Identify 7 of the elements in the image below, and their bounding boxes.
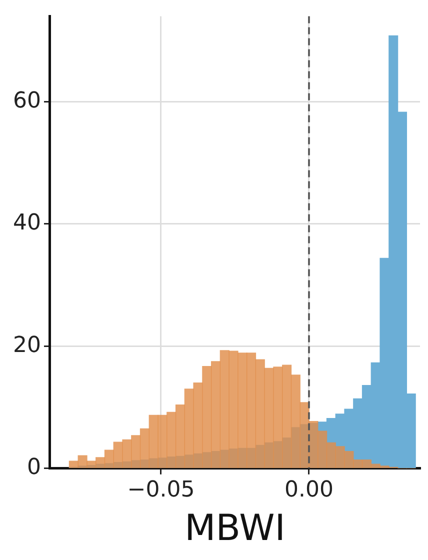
y-tick-label: 20 <box>12 332 41 358</box>
x-axis-title: MBWI <box>184 508 286 549</box>
x-tick-label: −0.05 <box>127 477 195 502</box>
x-tick-label: 0.00 <box>284 477 334 502</box>
y-tick-label: 0 <box>26 455 41 480</box>
y-tick-label: 40 <box>12 210 41 236</box>
y-tick-label: 60 <box>12 88 41 114</box>
